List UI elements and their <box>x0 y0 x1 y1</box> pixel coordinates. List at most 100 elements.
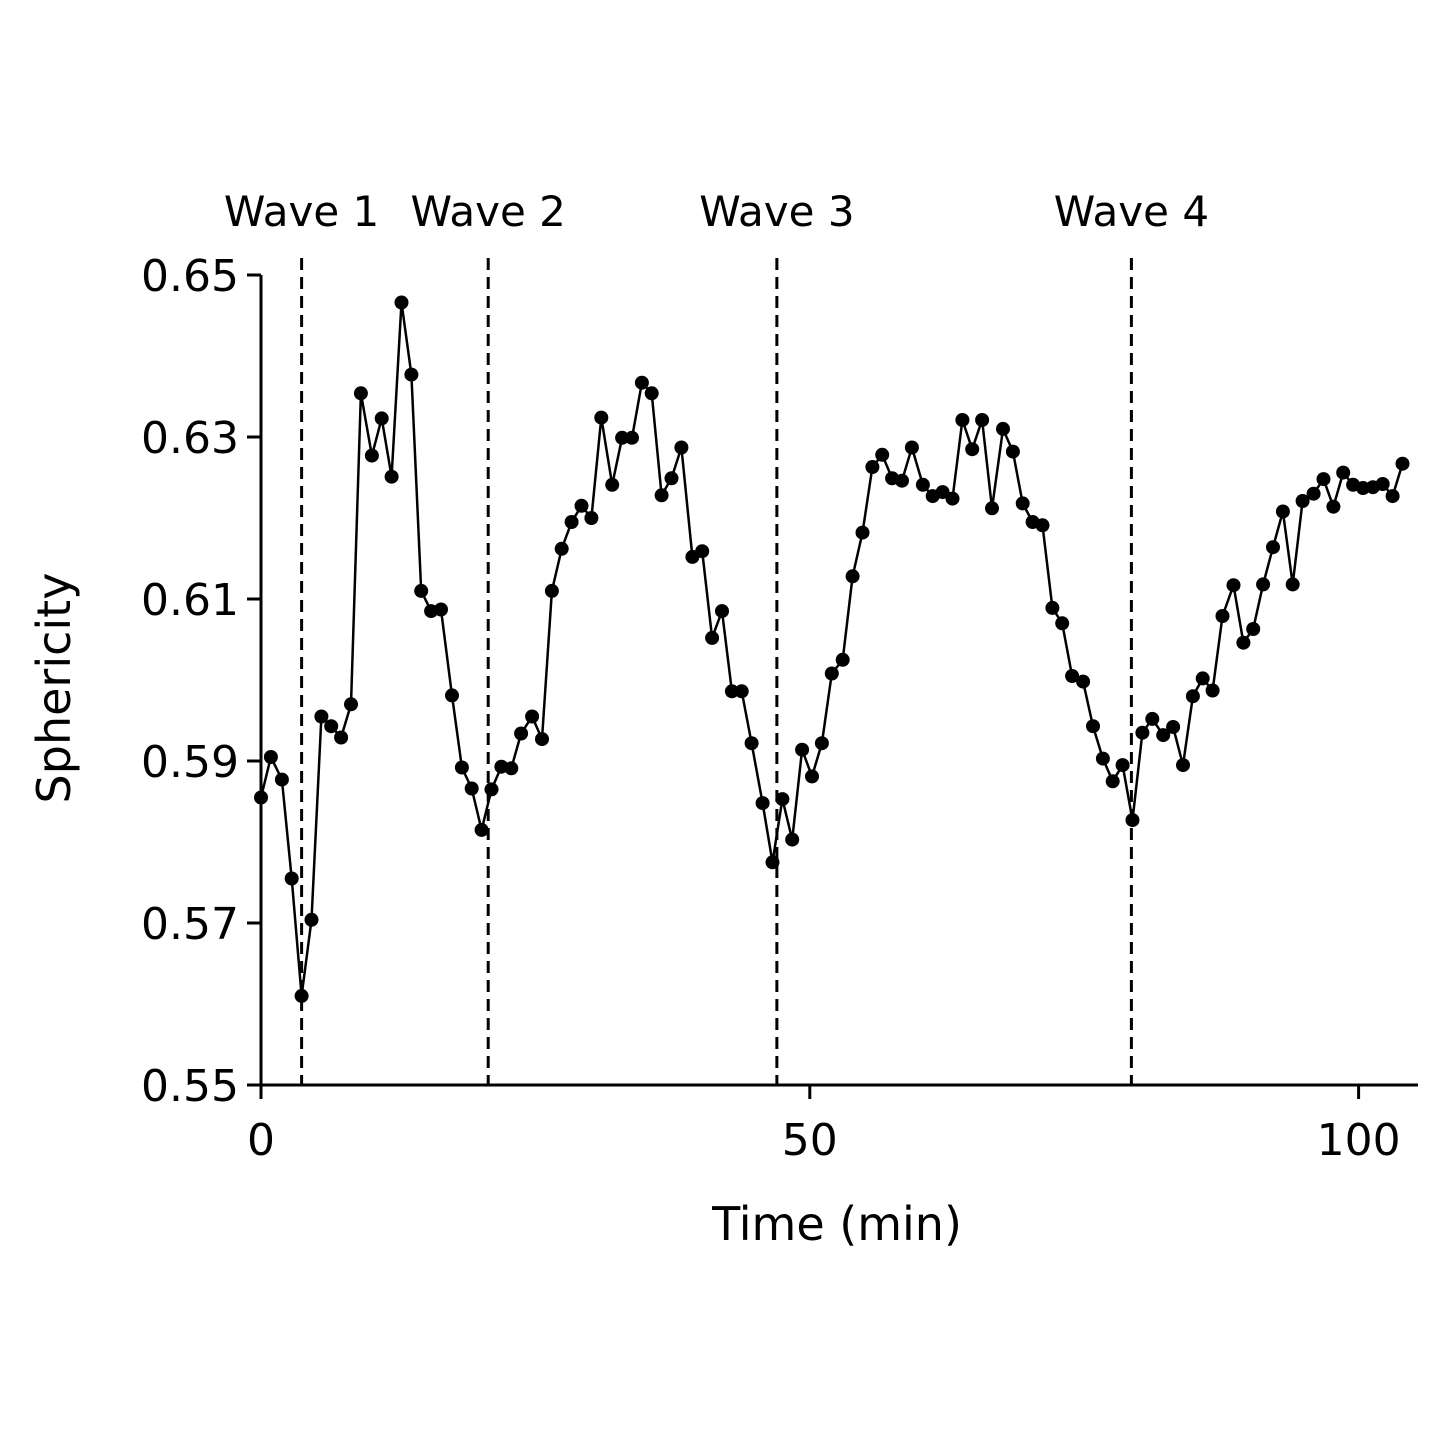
data-point <box>353 386 368 401</box>
data-point <box>1045 600 1060 615</box>
data-point <box>674 440 689 455</box>
data-point <box>1226 578 1241 593</box>
data-point <box>1306 486 1321 501</box>
data-point <box>1156 728 1171 743</box>
data-point <box>765 855 780 870</box>
data-point <box>1185 689 1200 704</box>
data-point <box>594 410 609 425</box>
data-point <box>1195 671 1210 686</box>
data-point <box>1275 504 1290 519</box>
y-tick-label: 0.61 <box>141 575 239 626</box>
data-point <box>975 413 990 427</box>
data-point <box>724 684 739 699</box>
data-point <box>274 772 289 787</box>
data-point <box>445 688 459 703</box>
x-tick-label: 0 <box>247 1115 275 1166</box>
data-point <box>324 719 339 734</box>
data-point <box>535 732 549 747</box>
data-point <box>334 730 349 745</box>
y-axis-title: Sphericity <box>27 573 81 804</box>
data-point <box>514 726 529 741</box>
data-point <box>1115 758 1130 773</box>
data-point <box>755 796 770 811</box>
data-point <box>1326 499 1341 514</box>
data-point <box>644 386 659 401</box>
data-point <box>795 742 810 757</box>
x-tick-label: 100 <box>1317 1115 1401 1166</box>
data-point <box>615 430 630 445</box>
data-point <box>695 544 710 559</box>
data-point <box>364 448 379 463</box>
data-point <box>1316 472 1331 487</box>
data-point <box>574 498 589 513</box>
data-point <box>1336 465 1351 480</box>
data-point <box>744 736 759 751</box>
data-point <box>1256 577 1271 592</box>
data-point <box>824 666 839 681</box>
wave-label: Wave 4 <box>1054 187 1209 236</box>
data-point <box>805 769 819 784</box>
data-point <box>1166 720 1181 734</box>
data-point <box>304 912 319 927</box>
data-point <box>1266 540 1280 555</box>
data-point <box>1086 719 1100 734</box>
data-point <box>855 525 870 540</box>
data-point <box>1135 725 1150 740</box>
data-point <box>504 761 519 776</box>
data-point <box>1076 674 1091 689</box>
x-ticks: 0 50 100 <box>247 1085 1401 1166</box>
data-series <box>254 295 1410 1003</box>
data-point <box>263 750 278 764</box>
data-point <box>715 604 729 619</box>
data-point <box>414 583 429 598</box>
data-point <box>294 988 309 1003</box>
data-point <box>835 652 850 667</box>
data-point <box>1055 616 1070 631</box>
data-point <box>434 602 448 617</box>
wave-label: Wave 2 <box>411 187 566 236</box>
data-point <box>344 697 358 712</box>
wave-marker-lines <box>300 258 1133 1085</box>
data-point <box>775 792 790 807</box>
data-point <box>935 485 950 500</box>
data-point <box>1005 444 1020 459</box>
data-point <box>664 471 679 486</box>
data-point <box>384 469 399 484</box>
data-point <box>1176 758 1190 773</box>
data-point <box>915 477 930 492</box>
data-point <box>314 709 329 724</box>
data-point <box>734 684 749 699</box>
data-point <box>705 630 720 645</box>
y-tick-label: 0.57 <box>141 899 239 950</box>
wave-label: Wave 3 <box>699 187 854 236</box>
data-point <box>1395 456 1410 471</box>
data-point <box>985 501 999 516</box>
data-point <box>484 782 499 797</box>
data-point <box>1375 477 1390 491</box>
data-point <box>1095 751 1110 766</box>
x-axis-title: Time (min) <box>711 1197 962 1251</box>
data-point <box>404 367 419 382</box>
data-point <box>845 569 860 584</box>
x-tick-label: 50 <box>782 1115 838 1166</box>
data-point <box>454 760 469 775</box>
wave-labels: Wave 1 Wave 2 Wave 3 Wave 4 <box>224 187 1209 236</box>
data-point <box>654 488 669 503</box>
data-point <box>374 411 389 426</box>
data-point <box>474 822 489 837</box>
data-point <box>785 832 800 847</box>
data-point <box>996 421 1010 436</box>
data-point <box>525 709 540 724</box>
data-point <box>875 447 890 462</box>
data-point <box>1125 813 1140 828</box>
data-point <box>1295 494 1310 508</box>
data-point <box>1236 635 1251 650</box>
data-point <box>544 583 559 598</box>
data-point <box>564 515 579 529</box>
data-point <box>1285 577 1300 592</box>
series-line <box>259 301 1404 998</box>
data-point <box>605 477 620 492</box>
y-tick-label: 0.59 <box>141 737 239 788</box>
